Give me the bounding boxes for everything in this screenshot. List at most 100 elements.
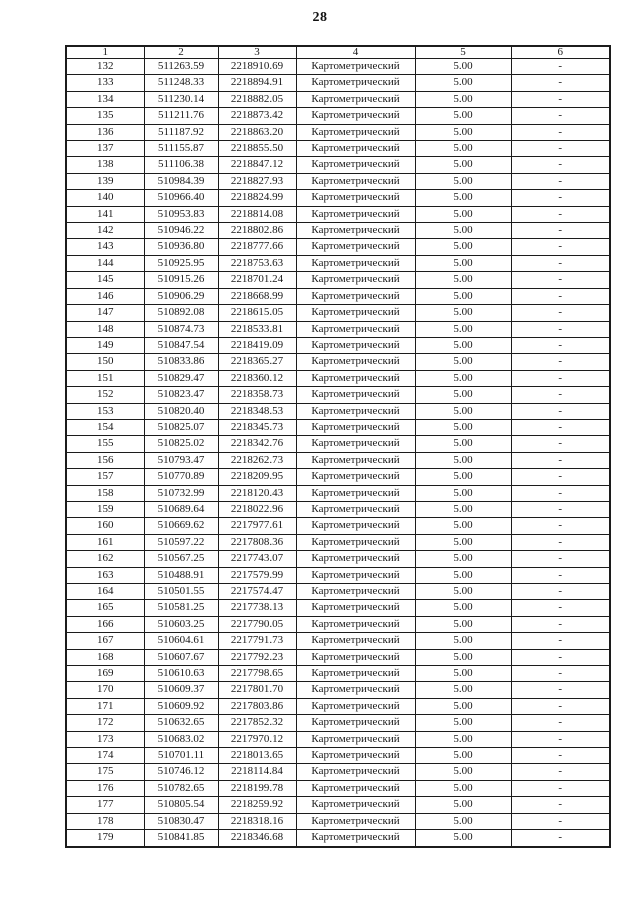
cell-note: - xyxy=(510,320,611,338)
cell-method: Картометрический xyxy=(295,550,416,568)
cell-point-number: 147 xyxy=(65,304,145,322)
cell-coordinate-x: 510829.47 xyxy=(143,369,219,388)
cell-coordinate-x: 510847.54 xyxy=(143,336,219,355)
table-row: 159 510689.64 2218022.96 Картометрически… xyxy=(65,500,611,519)
cell-coordinate-x: 511248.33 xyxy=(143,74,219,92)
cell-method: Картометрический xyxy=(295,369,416,388)
cell-accuracy: 5.00 xyxy=(414,123,512,142)
cell-note: - xyxy=(510,369,611,388)
cell-accuracy: 5.00 xyxy=(414,320,512,338)
table-row: 163 510488.91 2217579.99 Картометрически… xyxy=(65,566,611,585)
cell-coordinate-y: 2218615.05 xyxy=(217,304,297,322)
cell-coordinate-y: 2218419.09 xyxy=(217,336,297,355)
cell-method: Картометрический xyxy=(295,418,416,437)
table-row: 147 510892.08 2218615.05 Картометрически… xyxy=(65,304,611,322)
cell-coordinate-x: 510732.99 xyxy=(143,484,219,502)
table-row: 141 510953.83 2218814.08 Картометрически… xyxy=(65,205,611,224)
cell-point-number: 133 xyxy=(65,74,145,92)
table-row: 135 511211.76 2218873.42 Картометрически… xyxy=(65,107,611,125)
cell-point-number: 174 xyxy=(65,747,145,765)
table-row: 154 510825.07 2218345.73 Картометрически… xyxy=(65,418,611,437)
cell-note: - xyxy=(510,386,611,404)
cell-coordinate-x: 510946.22 xyxy=(143,222,219,240)
cell-note: - xyxy=(510,172,611,191)
cell-method: Картометрический xyxy=(295,435,416,453)
cell-point-number: 176 xyxy=(65,779,145,798)
cell-method: Картометрический xyxy=(295,582,416,601)
cell-note: - xyxy=(510,500,611,519)
cell-method: Картометрический xyxy=(295,566,416,585)
cell-coordinate-y: 2218753.63 xyxy=(217,254,297,273)
cell-note: - xyxy=(510,566,611,585)
cell-note: - xyxy=(510,648,611,667)
cell-accuracy: 5.00 xyxy=(414,418,512,437)
cell-coordinate-y: 2217977.61 xyxy=(217,517,297,535)
cell-accuracy: 5.00 xyxy=(414,763,512,781)
table-row: 158 510732.99 2218120.43 Картометрически… xyxy=(65,484,611,502)
table-row: 148 510874.73 2218533.81 Картометрически… xyxy=(65,320,611,338)
cell-point-number: 146 xyxy=(65,287,145,306)
cell-accuracy: 5.00 xyxy=(414,271,512,289)
cell-note: - xyxy=(510,681,611,699)
table-row: 144 510925.95 2218753.63 Картометрически… xyxy=(65,254,611,273)
cell-method: Картометрический xyxy=(295,697,416,716)
cell-point-number: 167 xyxy=(65,632,145,650)
cell-coordinate-x: 510770.89 xyxy=(143,468,219,486)
cell-coordinate-x: 510892.08 xyxy=(143,304,219,322)
cell-method: Картометрический xyxy=(295,304,416,322)
table-row: 145 510915.26 2218701.24 Картометрически… xyxy=(65,271,611,289)
table-row: 173 510683.02 2217970.12 Картометрически… xyxy=(65,730,611,749)
cell-note: - xyxy=(510,829,611,847)
cell-coordinate-y: 2217791.73 xyxy=(217,632,297,650)
cell-point-number: 145 xyxy=(65,271,145,289)
cell-coordinate-y: 2218910.69 xyxy=(217,57,297,76)
cell-note: - xyxy=(510,632,611,650)
cell-coordinate-x: 510689.64 xyxy=(143,500,219,519)
cell-accuracy: 5.00 xyxy=(414,57,512,76)
column-header: 4 xyxy=(295,45,416,59)
cell-note: - xyxy=(510,57,611,76)
cell-method: Картометрический xyxy=(295,796,416,814)
cell-note: - xyxy=(510,468,611,486)
cell-coordinate-x: 510701.11 xyxy=(143,747,219,765)
table-row: 133 511248.33 2218894.91 Картометрически… xyxy=(65,74,611,92)
cell-coordinate-x: 510925.95 xyxy=(143,254,219,273)
cell-note: - xyxy=(510,747,611,765)
cell-note: - xyxy=(510,304,611,322)
cell-method: Картометрический xyxy=(295,90,416,109)
cell-method: Картометрический xyxy=(295,238,416,256)
cell-accuracy: 5.00 xyxy=(414,336,512,355)
cell-coordinate-x: 510966.40 xyxy=(143,189,219,207)
cell-point-number: 171 xyxy=(65,697,145,716)
table-row: 138 511106.38 2218847.12 Картометрически… xyxy=(65,156,611,174)
cell-note: - xyxy=(510,599,611,617)
cell-point-number: 150 xyxy=(65,353,145,371)
table-row: 164 510501.55 2217574.47 Картометрически… xyxy=(65,582,611,601)
cell-coordinate-x: 510825.07 xyxy=(143,418,219,437)
cell-point-number: 173 xyxy=(65,730,145,749)
cell-accuracy: 5.00 xyxy=(414,648,512,667)
cell-note: - xyxy=(510,74,611,92)
cell-method: Картометрический xyxy=(295,287,416,306)
cell-coordinate-y: 2218882.05 xyxy=(217,90,297,109)
cell-point-number: 159 xyxy=(65,500,145,519)
table-row: 177 510805.54 2218259.92 Картометрически… xyxy=(65,796,611,814)
cell-note: - xyxy=(510,238,611,256)
cell-note: - xyxy=(510,222,611,240)
table-row: 132 511263.59 2218910.69 Картометрически… xyxy=(65,57,611,76)
cell-accuracy: 5.00 xyxy=(414,369,512,388)
cell-method: Картометрический xyxy=(295,812,416,831)
cell-method: Картометрический xyxy=(295,763,416,781)
cell-accuracy: 5.00 xyxy=(414,812,512,831)
cell-coordinate-y: 2218013.65 xyxy=(217,747,297,765)
cell-coordinate-y: 2217579.99 xyxy=(217,566,297,585)
cell-method: Картометрический xyxy=(295,599,416,617)
cell-accuracy: 5.00 xyxy=(414,386,512,404)
cell-coordinate-x: 510488.91 xyxy=(143,566,219,585)
cell-coordinate-y: 2217970.12 xyxy=(217,730,297,749)
cell-note: - xyxy=(510,353,611,371)
cell-point-number: 134 xyxy=(65,90,145,109)
cell-coordinate-y: 2218022.96 xyxy=(217,500,297,519)
cell-coordinate-x: 510936.80 xyxy=(143,238,219,256)
